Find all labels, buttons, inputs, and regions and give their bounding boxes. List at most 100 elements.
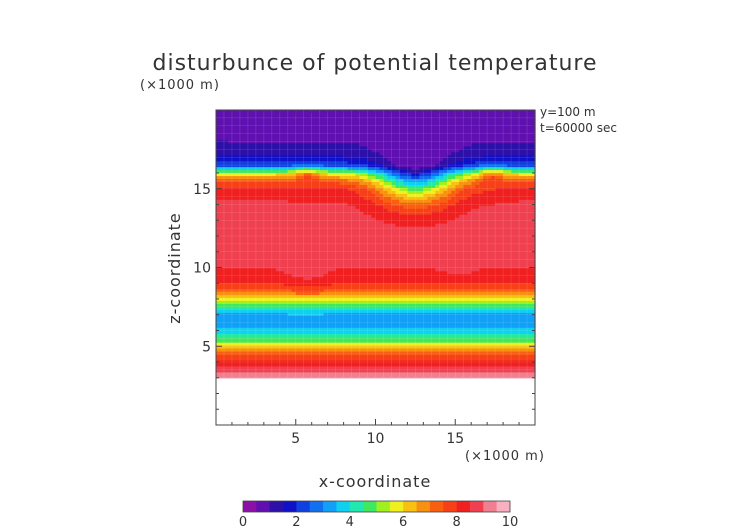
heatmap-cell (407, 288, 412, 293)
heatmap-cell (343, 306, 349, 310)
heatmap-cell (235, 306, 241, 310)
heatmap-cell (383, 365, 389, 370)
heatmap-cell (379, 142, 385, 147)
heatmap-cell (355, 240, 361, 245)
heatmap-cell (335, 130, 341, 135)
heatmap-cell (403, 264, 408, 269)
heatmap-cell (247, 327, 253, 331)
heatmap-cell (271, 273, 277, 278)
heatmap-cell (227, 217, 233, 221)
heatmap-cell (227, 273, 233, 278)
heatmap-cell (303, 273, 309, 278)
heatmap-cell (367, 279, 373, 284)
heatmap-cell (243, 175, 249, 180)
heatmap-cell (227, 371, 233, 376)
heatmap-cell (371, 163, 377, 168)
heatmap-cell (359, 246, 365, 251)
heatmap-cell (335, 300, 341, 304)
heatmap-cell (407, 124, 412, 129)
heatmap-cell (395, 279, 401, 284)
heatmap-cell (331, 333, 337, 337)
heatmap-cell (411, 359, 416, 364)
heatmap-cell (359, 193, 365, 197)
heatmap-cell (279, 339, 285, 343)
heatmap-cell (331, 348, 337, 352)
heatmap-cell (303, 226, 309, 230)
heatmap-cell (231, 270, 237, 275)
heatmap-cell (391, 199, 397, 203)
heatmap-cell (311, 234, 317, 239)
heatmap-cell (363, 211, 369, 215)
heatmap-cell (335, 291, 341, 296)
heatmap-cell (291, 336, 297, 340)
heatmap-cell (363, 303, 369, 307)
heatmap-cell (267, 154, 273, 159)
heatmap-cell (371, 374, 377, 379)
heatmap-cell (291, 136, 297, 141)
heatmap-cell (291, 211, 297, 215)
heatmap-cell (283, 318, 289, 322)
heatmap-cell (275, 142, 281, 147)
heatmap-cell (311, 282, 317, 287)
heatmap-cell (279, 136, 285, 141)
heatmap-cell (419, 184, 424, 188)
heatmap-cell (231, 127, 237, 132)
heatmap-cell (303, 371, 309, 376)
heatmap-cell (423, 226, 428, 230)
heatmap-cell (427, 333, 432, 337)
heatmap-cell (395, 214, 401, 218)
heatmap-cell (303, 139, 309, 144)
heatmap-cell (219, 353, 225, 358)
heatmap-cell (219, 133, 225, 138)
heatmap-cell (295, 163, 301, 168)
heatmap-cell (267, 282, 273, 287)
heatmap-cell (219, 294, 225, 299)
heatmap-cell (327, 312, 333, 316)
heatmap-cell (335, 267, 341, 272)
heatmap-cell (383, 184, 389, 188)
heatmap-cell (227, 288, 233, 293)
heatmap-cell (407, 267, 412, 272)
heatmap-cell (255, 217, 261, 221)
heatmap-cell (391, 327, 397, 331)
heatmap-cell (247, 211, 253, 215)
heatmap-cell (223, 294, 229, 299)
heatmap-cell (303, 258, 309, 263)
heatmap-cell (431, 184, 436, 188)
heatmap-cell (275, 303, 281, 307)
heatmap-cell (319, 127, 325, 132)
heatmap-cell (275, 130, 281, 135)
heatmap-cell (299, 324, 305, 328)
heatmap-cell (427, 291, 432, 296)
heatmap-cell (367, 196, 373, 200)
heatmap-cell (323, 214, 329, 218)
heatmap-cell (279, 157, 285, 162)
heatmap-cell (415, 157, 420, 162)
heatmap-cell (279, 333, 285, 337)
heatmap-cell (431, 110, 436, 114)
heatmap-cell (339, 193, 345, 197)
heatmap-cell (383, 110, 389, 114)
heatmap-cell (219, 226, 225, 230)
heatmap-cell (295, 294, 301, 299)
heatmap-cell (431, 151, 436, 156)
heatmap-cell (327, 336, 333, 340)
heatmap-cell (351, 217, 357, 221)
heatmap-cell (307, 231, 313, 236)
heatmap-cell (431, 249, 436, 254)
heatmap-cell (231, 175, 237, 180)
heatmap-cell (327, 166, 333, 171)
heatmap-cell (291, 190, 297, 194)
heatmap-cell (339, 297, 345, 301)
heatmap-cell (355, 175, 361, 180)
heatmap-cell (419, 258, 424, 263)
heatmap-cell (235, 371, 241, 376)
heatmap-cell (223, 133, 229, 138)
heatmap-cell (351, 339, 357, 343)
heatmap-cell (371, 121, 377, 126)
heatmap-cell (259, 157, 265, 162)
heatmap-cell (239, 145, 245, 150)
heatmap-cell (367, 365, 373, 370)
heatmap-cell (275, 288, 281, 293)
heatmap-cell (371, 237, 377, 242)
